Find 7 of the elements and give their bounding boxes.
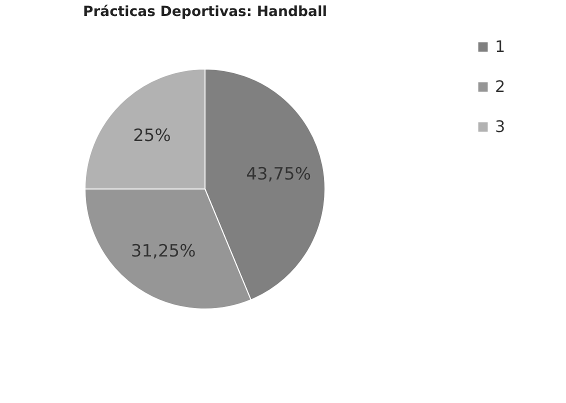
data-label: 25% [133, 126, 171, 146]
data-label: 31,25% [130, 241, 196, 262]
legend-label: 1 [495, 37, 506, 56]
data-label: 43,75% [246, 164, 311, 184]
legend-label: 2 [495, 77, 506, 96]
legend-label: 3 [495, 117, 506, 136]
chart-title: Prácticas Deportivas: Handball [82, 4, 328, 20]
